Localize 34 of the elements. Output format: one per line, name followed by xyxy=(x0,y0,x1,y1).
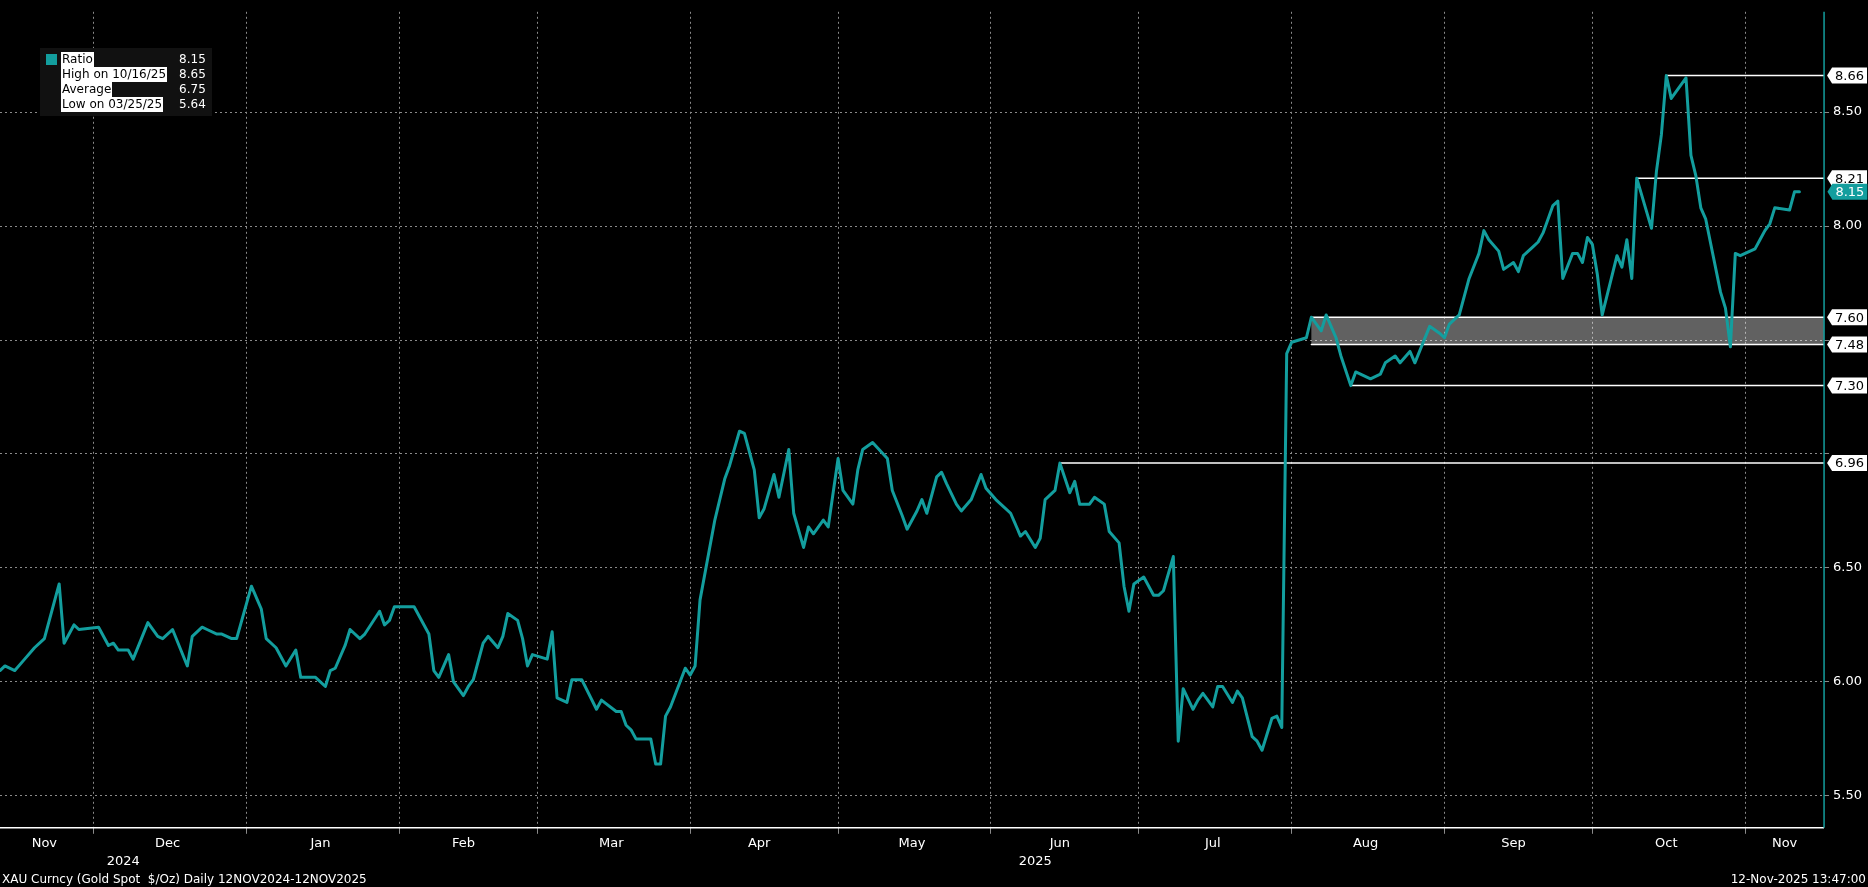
y-tick-label: 5.50 xyxy=(1833,787,1863,803)
text: Average 6.75 xyxy=(62,82,206,96)
data-label: 6.96 xyxy=(1835,455,1865,471)
annotation: 8.15 xyxy=(1835,184,1865,200)
legend-label: Ratio xyxy=(61,52,94,67)
x-tick-label: Jan xyxy=(309,834,331,850)
x-tick-label: Jun xyxy=(1048,834,1071,850)
x-tick-label: Nov xyxy=(31,834,58,850)
x-tick-label: Oct xyxy=(1655,834,1678,850)
x-tick-label: Nov xyxy=(1771,834,1798,850)
data-label: 8.66 xyxy=(1835,68,1865,83)
y-tick-label: 6.50 xyxy=(1833,559,1863,575)
x-tick-label: Aug xyxy=(1352,834,1379,850)
y-tick-label: 6.00 xyxy=(1833,673,1863,689)
data-label: 7.30 xyxy=(1835,377,1865,393)
annotation: High on 10/16/25 8.65 xyxy=(61,67,206,82)
x2-tick-label: 2025 xyxy=(1018,852,1052,868)
x2-tick-label: 2024 xyxy=(106,852,140,868)
x-tick-label: Dec xyxy=(155,834,181,850)
x-tick-label: Apr xyxy=(747,834,772,850)
y-tick-label: 8.50 xyxy=(1833,103,1863,119)
x-tick-label: May xyxy=(898,834,926,850)
text: 12-Nov-2025 13:47:00 xyxy=(1730,872,1866,886)
y-tick-label: 8.00 xyxy=(1833,217,1863,233)
x-tick-label: Feb xyxy=(451,834,475,850)
x-tick-label: Jul xyxy=(1203,834,1221,850)
text: Low on 03/25/25 5.64 xyxy=(62,97,206,111)
text: 8.15 xyxy=(179,52,206,66)
x-tick-label: Sep xyxy=(1501,834,1526,850)
text: XAU Curncy (Gold Spot $/Oz) Daily 12NOV2024-12NOV2025 xyxy=(2,872,367,886)
data-label: 7.48 xyxy=(1835,336,1865,352)
data-label: 8.21 xyxy=(1835,170,1865,186)
x-tick-label: Mar xyxy=(599,834,625,850)
data-label: 7.60 xyxy=(1835,309,1865,325)
